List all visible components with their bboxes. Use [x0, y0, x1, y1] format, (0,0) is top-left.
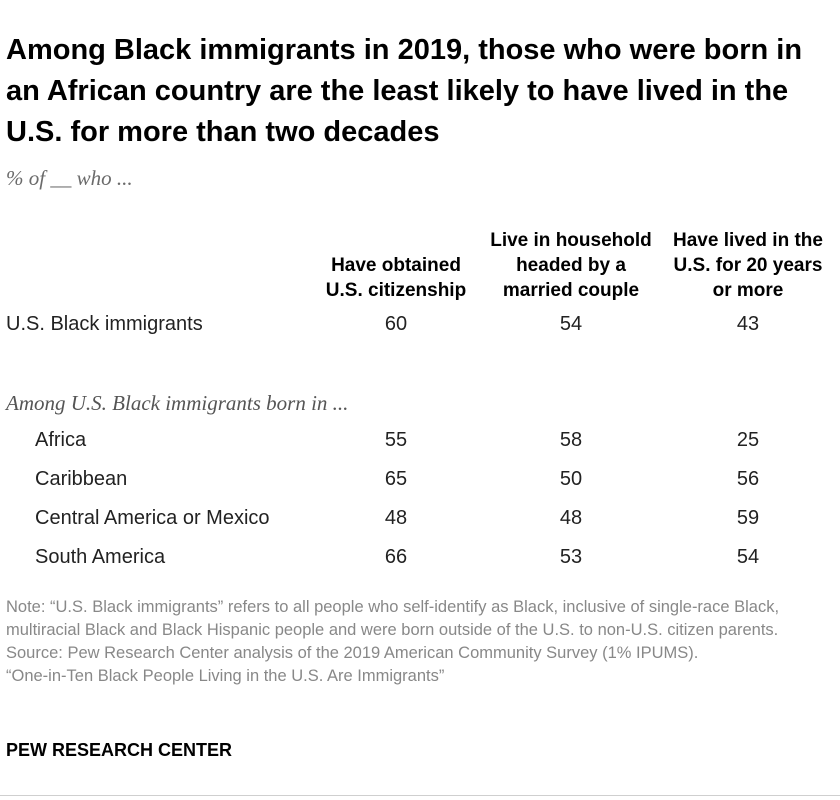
- cell-africa-col3: 25: [736, 429, 760, 451]
- brand-logo-text: PEW RESEARCH CENTER: [6, 740, 233, 760]
- column-header-married-household: Live in household headed by a married co…: [490, 230, 652, 301]
- note-text: Note: “U.S. Black immigrants” refers to …: [6, 598, 780, 639]
- footnotes: Note: “U.S. Black immigrants” refers to …: [6, 596, 836, 688]
- chart-subtitle: % of __ who ...: [6, 166, 133, 190]
- row-label-africa: Africa: [35, 429, 87, 451]
- cell-south-america-col3: 54: [736, 546, 760, 568]
- source-text: Source: Pew Research Center analysis of …: [6, 644, 699, 662]
- cell-africa-col2: 58: [559, 429, 583, 451]
- row-label-central-america-or-mexico: Central America or Mexico: [35, 507, 270, 529]
- cell-south-america-col1: 66: [384, 546, 408, 568]
- report-title: “One-in-Ten Black People Living in the U…: [6, 667, 445, 685]
- row-label-caribbean: Caribbean: [35, 468, 128, 490]
- column-header-20-years: Have lived in the U.S. for 20 years or m…: [673, 230, 823, 301]
- section-label: Among U.S. Black immigrants born in ...: [6, 391, 349, 415]
- cell-caribbean-col1: 65: [384, 468, 408, 490]
- cell-central-america-or-mexico-col1: 48: [384, 507, 408, 529]
- cell-caribbean-col2: 50: [559, 468, 583, 490]
- cell-africa-col1: 55: [384, 429, 408, 451]
- cell-us-black-immigrants-col3: 43: [736, 313, 760, 335]
- bottom-divider: [0, 795, 840, 796]
- cell-us-black-immigrants-col2: 54: [559, 313, 583, 335]
- row-label-south-america: South America: [35, 546, 166, 568]
- cell-central-america-or-mexico-col3: 59: [736, 507, 760, 529]
- column-header-citizenship: Have obtained U.S. citizenship: [325, 255, 467, 301]
- cell-caribbean-col3: 56: [736, 468, 760, 490]
- cell-us-black-immigrants-col1: 60: [384, 313, 408, 335]
- cell-central-america-or-mexico-col2: 48: [559, 507, 583, 529]
- chart-title: Among Black immigrants in 2019, those wh…: [6, 34, 803, 148]
- cell-south-america-col2: 53: [559, 546, 583, 568]
- row-label-us-black-immigrants: U.S. Black immigrants: [6, 313, 203, 335]
